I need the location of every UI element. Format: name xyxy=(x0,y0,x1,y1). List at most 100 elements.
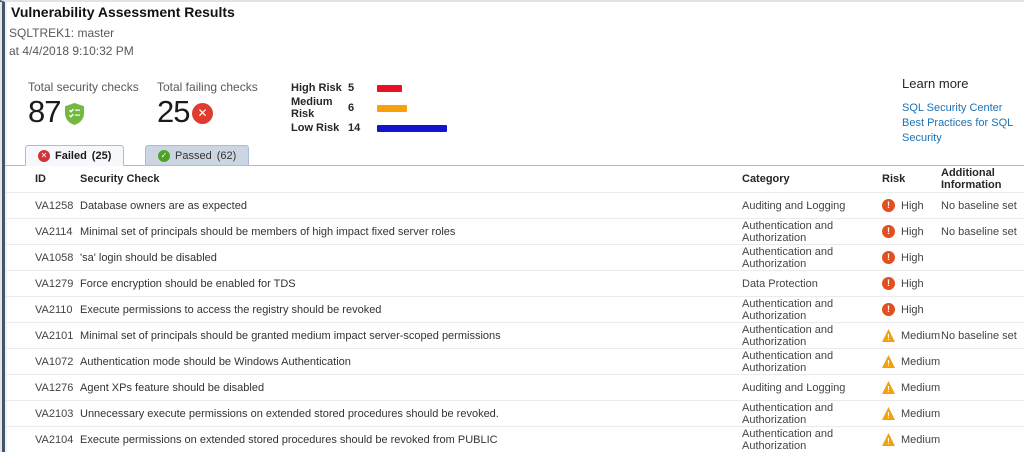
table-row[interactable]: VA2101 Minimal set of principals should b… xyxy=(5,323,1024,349)
row-id: VA1072 xyxy=(35,355,74,368)
legend-bar-high xyxy=(377,84,402,92)
row-security-check: Database owners are as expected xyxy=(80,199,247,212)
row-security-check: Unnecessary execute permissions on exten… xyxy=(80,407,499,420)
row-risk: ! Medium xyxy=(882,381,941,394)
table-row[interactable]: VA2110 Execute permissions to access the … xyxy=(5,297,1024,323)
row-id: VA2104 xyxy=(35,433,74,446)
legend-count-high: 5 xyxy=(348,82,355,94)
tab-passed[interactable]: ✓ Passed (62) xyxy=(145,145,250,166)
window-edge xyxy=(0,2,2,452)
table-row[interactable]: VA1279 Force encryption should be enabled… xyxy=(5,271,1024,297)
col-header-category: Category xyxy=(742,173,790,185)
table-header-row: ID Security Check Category Risk Addition… xyxy=(5,166,1024,193)
col-header-risk: Risk xyxy=(882,173,906,185)
row-risk-label: High xyxy=(901,251,924,264)
medium-risk-triangle-icon: ! xyxy=(882,355,895,368)
row-risk-label: High xyxy=(901,199,924,212)
row-category: Authentication and Authorization xyxy=(742,349,834,374)
row-id: VA1058 xyxy=(35,251,74,264)
green-shield-checklist-icon xyxy=(63,102,86,131)
page-title: Vulnerability Assessment Results xyxy=(11,4,235,20)
table-row[interactable]: VA1072 Authentication mode should be Wind… xyxy=(5,349,1024,375)
row-category: Authentication and Authorization xyxy=(742,323,834,348)
passed-tab-check-icon: ✓ xyxy=(158,149,170,162)
tab-passed-count: (62) xyxy=(216,149,237,162)
row-id: VA1276 xyxy=(35,381,74,394)
row-security-check: Force encryption should be enabled for T… xyxy=(80,277,296,290)
scan-timestamp: at 4/4/2018 9:10:32 PM xyxy=(9,44,134,58)
row-risk: ! Medium xyxy=(882,433,941,446)
learn-more-section: Learn more SQL Security Center Best Prac… xyxy=(902,76,1024,146)
results-tabbar: ✕ Failed (25) ✓ Passed (62) xyxy=(5,145,1024,166)
high-risk-circle-icon: ! xyxy=(882,251,895,264)
tab-failed[interactable]: ✕ Failed (25) xyxy=(25,145,125,166)
row-risk-label: Medium xyxy=(901,381,941,394)
row-category: Auditing and Logging xyxy=(742,199,846,212)
legend-count-medium: 6 xyxy=(348,102,355,114)
table-row[interactable]: VA1258 Database owners are as expected Aud… xyxy=(5,193,1024,219)
row-risk: ! High xyxy=(882,251,941,264)
row-risk-label: Medium xyxy=(901,433,941,446)
high-risk-circle-icon: ! xyxy=(882,225,895,238)
col-header-id: ID xyxy=(35,173,46,185)
table-row[interactable]: VA1276 Agent XPs feature should be disabl… xyxy=(5,375,1024,401)
row-category: Authentication and Authorization xyxy=(742,219,834,244)
row-security-check: Minimal set of principals should be gran… xyxy=(80,329,501,342)
row-id: VA2110 xyxy=(35,303,73,316)
col-header-check: Security Check xyxy=(80,173,160,185)
legend-row-high: High Risk 5 xyxy=(291,78,447,98)
row-risk-label: High xyxy=(901,303,924,316)
row-category: Authentication and Authorization xyxy=(742,401,834,426)
row-additional-info: No baseline set xyxy=(941,329,1017,342)
medium-risk-triangle-icon: ! xyxy=(882,329,895,342)
link-sql-security-center[interactable]: SQL Security Center xyxy=(902,102,1003,114)
row-id: VA1279 xyxy=(35,277,74,290)
tab-failed-count: (25) xyxy=(91,149,112,162)
tab-passed-label: Passed xyxy=(175,149,212,162)
row-security-check: Minimal set of principals should be memb… xyxy=(80,225,456,238)
col-header-info: Additional Information xyxy=(941,167,1002,191)
row-risk-label: Medium xyxy=(901,355,941,368)
row-id: VA2101 xyxy=(35,329,74,342)
link-best-practices[interactable]: Best Practices for SQL Security xyxy=(902,117,1013,144)
row-risk-label: High xyxy=(901,277,924,290)
failed-tab-x-icon: ✕ xyxy=(38,149,50,162)
legend-label-high: High Risk xyxy=(291,82,342,94)
red-circle-x-icon: ✕ xyxy=(192,103,213,124)
row-risk-label: Medium xyxy=(901,329,941,342)
table-row[interactable]: VA2114 Minimal set of principals should b… xyxy=(5,219,1024,245)
legend-bar-low xyxy=(377,124,447,132)
row-category: Data Protection xyxy=(742,277,818,290)
row-id: VA2103 xyxy=(35,407,74,420)
row-security-check: Agent XPs feature should be disabled xyxy=(80,381,265,394)
high-risk-circle-icon: ! xyxy=(882,199,895,212)
row-security-check: Execute permissions to access the regist… xyxy=(80,303,382,316)
row-risk: ! Medium xyxy=(882,329,941,342)
row-risk: ! High xyxy=(882,277,941,290)
row-additional-info: No baseline set xyxy=(941,225,1017,238)
legend-bar-medium xyxy=(377,104,407,112)
row-risk-label: Medium xyxy=(901,407,941,420)
total-checks-value: 87 xyxy=(28,94,61,129)
row-risk: ! High xyxy=(882,199,941,212)
risk-legend: High Risk 5 Medium Risk 6 Low Risk 14 xyxy=(291,78,447,138)
medium-risk-triangle-icon: ! xyxy=(882,381,895,394)
failing-checks-label: Total failing checks xyxy=(157,80,258,94)
total-checks-label: Total security checks xyxy=(28,80,139,94)
row-id: VA2114 xyxy=(35,225,73,238)
medium-risk-triangle-icon: ! xyxy=(882,433,895,446)
server-database-label: SQLTREK1: master xyxy=(9,26,115,40)
row-security-check: Execute permissions on extended stored p… xyxy=(80,433,498,446)
table-body: VA1258 Database owners are as expected Aud… xyxy=(5,193,1024,452)
row-risk-label: High xyxy=(901,225,924,238)
row-additional-info: No baseline set xyxy=(941,199,1017,212)
row-category: Auditing and Logging xyxy=(742,381,846,394)
row-security-check: 'sa' login should be disabled xyxy=(80,251,217,264)
high-risk-circle-icon: ! xyxy=(882,277,895,290)
table-row[interactable]: VA2103 Unnecessary execute permissions on… xyxy=(5,401,1024,427)
table-row[interactable]: VA1058 'sa' login should be disabled Authe… xyxy=(5,245,1024,271)
tab-failed-label: Failed xyxy=(55,149,87,162)
medium-risk-triangle-icon: ! xyxy=(882,407,895,420)
table-row[interactable]: VA2104 Execute permissions on extended st… xyxy=(5,427,1024,452)
